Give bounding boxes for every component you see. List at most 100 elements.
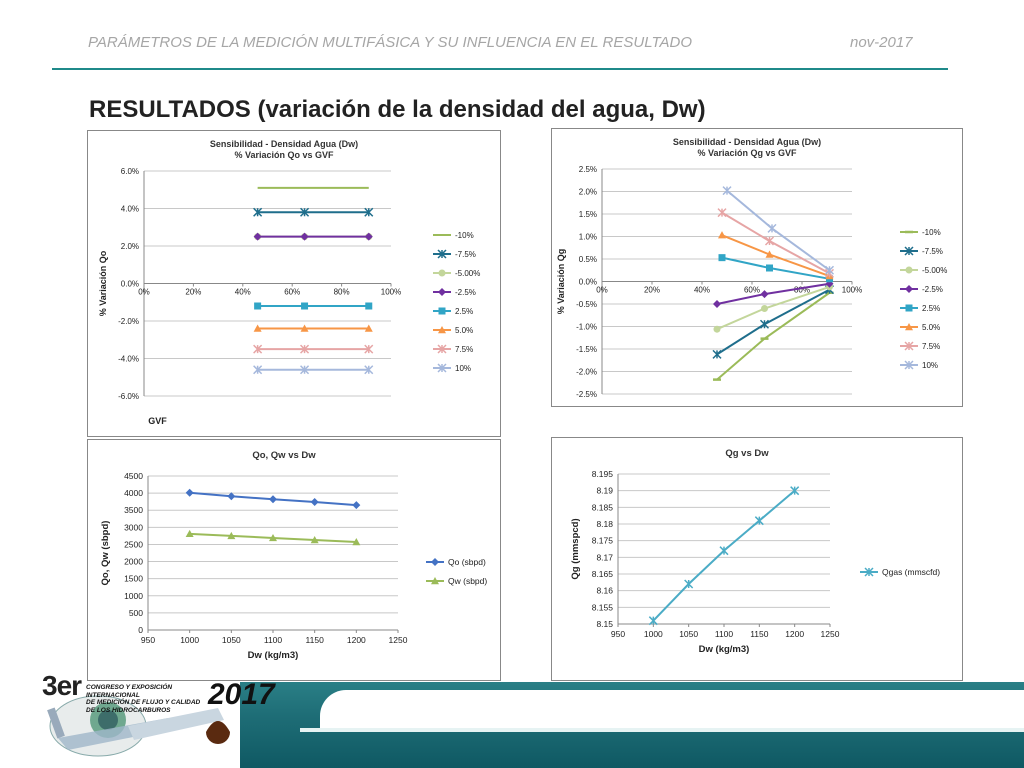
y-tick-label: -2.0%	[576, 368, 597, 377]
y-tick-label: 2000	[124, 557, 143, 567]
x-tick-label: 80%	[334, 288, 350, 297]
footer-curve	[320, 690, 1024, 728]
logo-line-3: DE LOS HIDROCARBUROS	[86, 706, 171, 714]
chart-title: Qg vs Dw	[725, 448, 769, 459]
legend-marker	[905, 266, 913, 274]
data-point	[253, 232, 262, 241]
data-point	[253, 365, 263, 375]
data-point	[790, 486, 800, 496]
chart-panel-qo-gvf: Sensibilidad - Densidad Agua (Dw)% Varia…	[87, 130, 501, 437]
x-tick-label: 1050	[222, 635, 241, 645]
y-tick-label: 8.17	[596, 552, 613, 562]
y-axis-label: Qg (mmspcd)	[570, 518, 581, 579]
x-tick-label: 1200	[785, 629, 804, 639]
legend-marker	[905, 285, 913, 293]
data-point	[719, 546, 729, 556]
legend-label: 10%	[455, 364, 471, 373]
x-tick-label: 40%	[694, 286, 710, 295]
x-tick-label: 20%	[644, 286, 660, 295]
x-tick-label: 20%	[185, 288, 201, 297]
chart-title: Sensibilidad - Densidad Agua (Dw)	[210, 139, 358, 149]
legend-marker	[905, 304, 913, 312]
legend-label: Qo (sbpd)	[448, 557, 486, 567]
y-tick-label: 2500	[124, 539, 143, 549]
y-tick-label: 2.0%	[121, 242, 139, 251]
y-tick-label: 1000	[124, 591, 143, 601]
legend-label: -10%	[922, 228, 941, 237]
data-point	[767, 223, 777, 233]
y-tick-label: 8.155	[592, 602, 614, 612]
y-tick-label: -6.0%	[118, 392, 139, 401]
legend-label: -2.5%	[455, 288, 476, 297]
data-point	[713, 325, 721, 333]
data-point	[364, 324, 373, 332]
legend-label: -2.5%	[922, 285, 943, 294]
header-date: nov-2017	[850, 34, 913, 51]
data-point	[718, 254, 726, 262]
legend-marker	[438, 307, 446, 315]
legend-marker	[437, 344, 447, 354]
chart-qo-gvf: Sensibilidad - Densidad Agua (Dw)% Varia…	[98, 139, 480, 426]
data-point	[717, 208, 727, 218]
data-point	[253, 324, 262, 332]
y-tick-label: -0.5%	[576, 300, 597, 309]
x-tick-label: 950	[611, 629, 625, 639]
legend-marker	[904, 341, 914, 351]
legend-label: Qgas (mmscfd)	[882, 567, 940, 577]
y-tick-label: 1500	[124, 574, 143, 584]
y-tick-label: 8.165	[592, 569, 614, 579]
data-point	[253, 207, 263, 217]
series-line	[721, 211, 830, 275]
legend-marker	[905, 323, 913, 331]
y-axis-label: Qo, Qw (sbpd)	[100, 521, 111, 586]
data-point	[754, 516, 764, 526]
y-tick-label: 0.5%	[579, 255, 597, 264]
y-tick-label: -1.0%	[576, 323, 597, 332]
legend-label: 10%	[922, 361, 938, 370]
legend-marker	[904, 246, 914, 256]
data-point	[185, 529, 194, 538]
legend-label: -7.5%	[922, 247, 943, 256]
legend-label: 5.0%	[922, 323, 940, 332]
x-tick-label: 100%	[381, 288, 401, 297]
chart-panel-qo-qw-dw: Qo, Qw vs Dw 4500 4000 3500 3000 2500 2000 1500…	[87, 439, 501, 681]
data-point	[759, 319, 770, 329]
x-tick-label: 1200	[347, 635, 366, 645]
footer-strip	[300, 728, 1024, 732]
y-tick-label: 1.0%	[579, 233, 597, 242]
data-point	[824, 265, 835, 275]
x-tick-label: 1050	[679, 629, 698, 639]
legend-marker	[864, 567, 874, 577]
y-axis-label: % Variación Qg	[556, 249, 566, 315]
legend-marker	[431, 577, 439, 585]
data-point	[766, 264, 773, 272]
x-tick-label: 1250	[821, 629, 840, 639]
header-title: PARÁMETROS DE LA MEDICIÓN MULTIFÁSICA Y …	[88, 34, 693, 51]
y-tick-label: 8.195	[592, 469, 614, 479]
legend-marker	[438, 288, 446, 296]
chart-qg-dw: Qg vs Dw 8.195 8.19 8.185 8.18 8.175 8.17 8.165…	[570, 448, 940, 655]
y-tick-label: 2.0%	[579, 188, 597, 197]
data-point	[310, 535, 319, 544]
legend-marker	[437, 249, 447, 259]
data-point	[718, 231, 726, 239]
legend-marker	[437, 363, 447, 373]
data-point	[269, 533, 277, 542]
data-point	[269, 495, 277, 504]
chart-title: Sensibilidad - Densidad Agua (Dw)	[673, 137, 821, 147]
data-point	[364, 365, 374, 375]
legend-label: 7.5%	[455, 345, 473, 354]
y-tick-label: 500	[129, 608, 143, 618]
y-tick-label: 8.19	[596, 486, 613, 496]
data-point	[352, 538, 361, 546]
x-tick-label: 80%	[794, 286, 810, 295]
x-tick-label: 60%	[744, 286, 760, 295]
legend-marker	[904, 360, 914, 370]
y-tick-label: 3000	[124, 522, 143, 532]
header-divider	[52, 68, 948, 70]
data-point	[364, 232, 373, 241]
logo-line-1: CONGRESO Y EXPOSICIÓN INTERNACIONAL	[86, 684, 173, 699]
x-tick-label: 60%	[284, 288, 300, 297]
data-point	[365, 302, 373, 310]
y-tick-label: 4000	[124, 488, 143, 498]
